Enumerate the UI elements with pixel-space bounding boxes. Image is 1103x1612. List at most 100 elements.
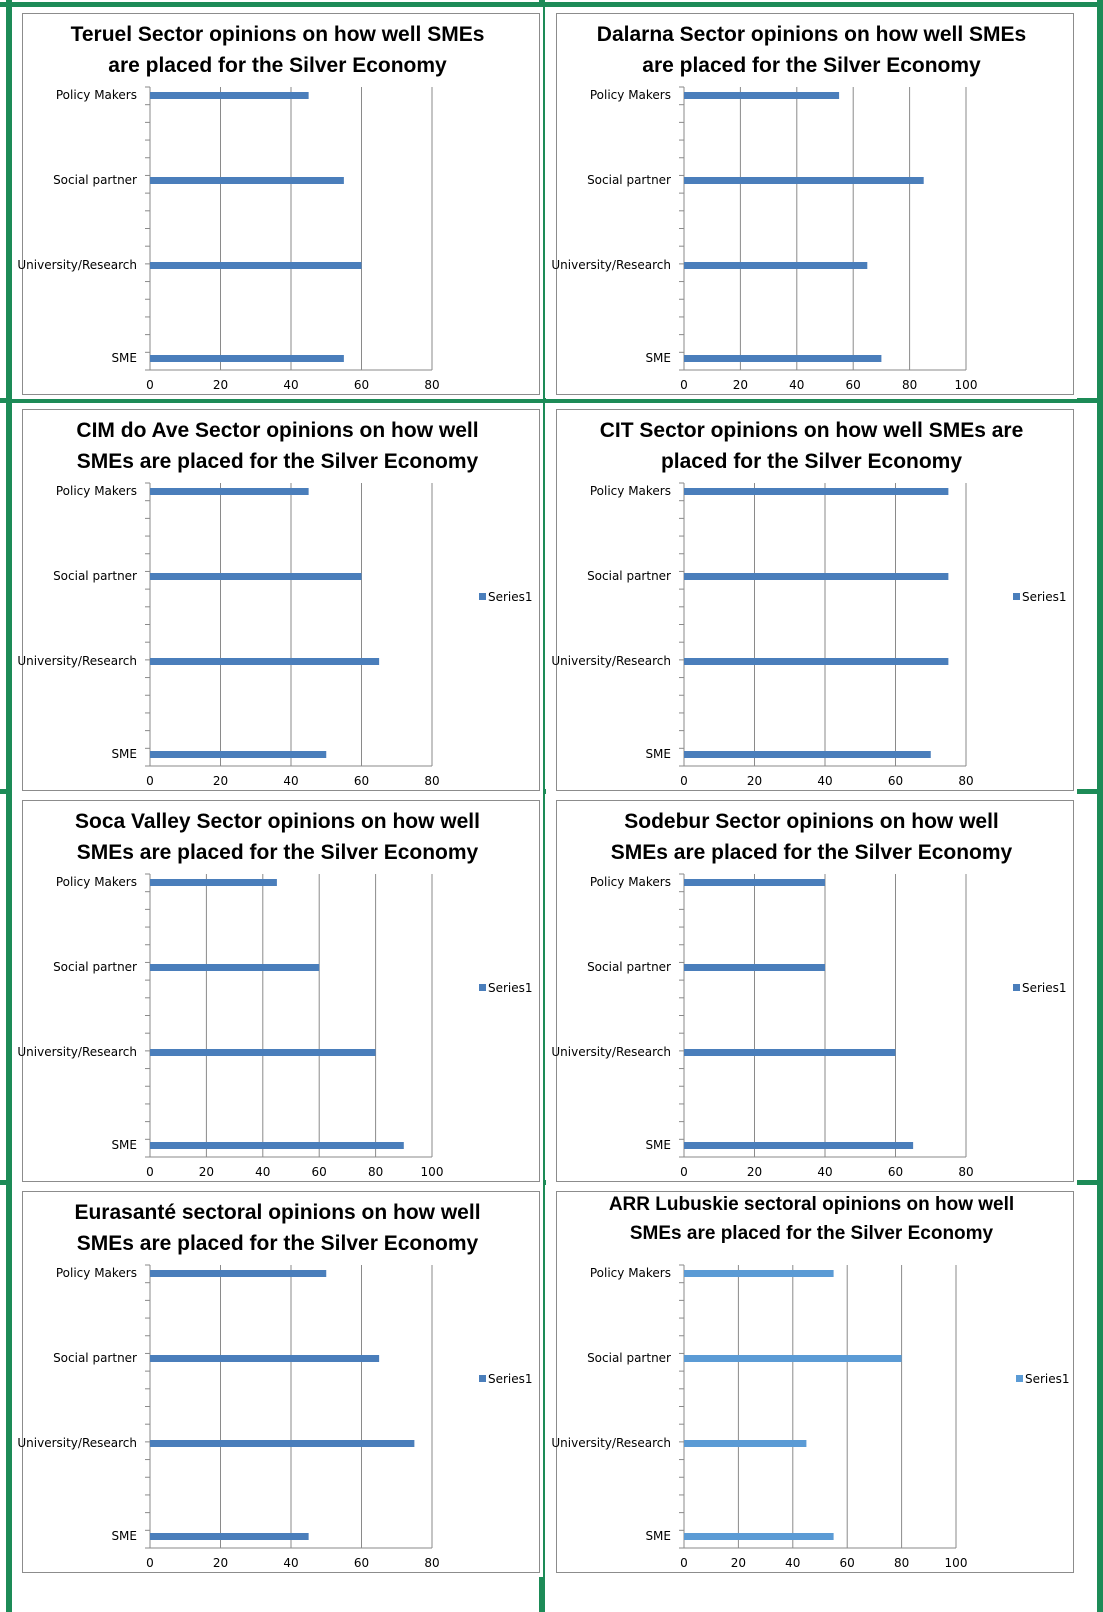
x-tick-label: 0 [680, 1165, 688, 1179]
chart-title-line: CIM do Ave Sector opinions on how well [76, 419, 479, 442]
chart-title: Sodebur Sector opinions on how well SMEs … [546, 806, 1077, 868]
bar [684, 751, 931, 758]
bar [684, 262, 868, 269]
chart-panel: Teruel Sector opinions on how well SMEs a… [12, 7, 543, 399]
bar [684, 177, 924, 184]
chart-area [22, 1191, 540, 1573]
category-label: Policy Makers [56, 1266, 137, 1280]
x-tick-label: 60 [354, 1556, 369, 1570]
x-tick-label: 80 [894, 1556, 909, 1570]
category-label: SME [111, 1138, 137, 1152]
category-label: Policy Makers [56, 875, 137, 889]
x-tick-label: 0 [146, 1165, 154, 1179]
legend-swatch [1013, 984, 1020, 991]
legend-swatch [1016, 1375, 1023, 1382]
chart-area [556, 1191, 1074, 1573]
x-tick-label: 100 [945, 1556, 968, 1570]
category-label: Policy Makers [56, 88, 137, 102]
bar [684, 658, 949, 665]
x-tick-label: 20 [747, 1165, 762, 1179]
legend-label: Series1 [488, 1372, 533, 1386]
x-tick-label: 60 [312, 1165, 327, 1179]
chart-title-line: placed for the Silver Economy [660, 450, 963, 473]
category-label: Social partner [53, 173, 137, 187]
category-label: University/Research [551, 1045, 671, 1059]
legend-swatch [1013, 593, 1020, 600]
chart-title-line: SMEs are placed for the Silver Economy [610, 841, 1013, 864]
x-tick-label: 20 [213, 378, 228, 392]
legend-label: Series1 [488, 590, 533, 604]
bar [150, 879, 277, 886]
category-label: University/Research [17, 1436, 137, 1450]
x-tick-label: 20 [213, 774, 228, 788]
bar-chart-svg: 0 20 40 60 80 100 Policy Makers Social partner U… [551, 86, 977, 392]
legend-swatch [479, 984, 486, 991]
bar [684, 1533, 834, 1540]
legend-label: Series1 [1022, 590, 1067, 604]
x-tick-label: 60 [840, 1556, 855, 1570]
bar-chart-svg: 0 20 40 60 80 Policy Makers Social partner Univ… [17, 1264, 533, 1570]
category-label: University/Research [17, 654, 137, 668]
category-label: Policy Makers [590, 484, 671, 498]
bar [150, 1142, 404, 1149]
legend-label: Series1 [1022, 981, 1067, 995]
chart-panel: Eurasanté sectoral opinions on how well S… [12, 1185, 543, 1577]
chart-title-line: SMEs are placed for the Silver Economy [76, 450, 479, 473]
chart-title: CIM do Ave Sector opinions on how well SM… [12, 415, 543, 477]
chart-title-line: Dalarna Sector opinions on how well SMEs [596, 23, 1027, 46]
category-label: SME [111, 1529, 137, 1543]
x-tick-label: 60 [354, 774, 369, 788]
grid-divider [0, 2, 1103, 7]
bar-chart-svg: 0 20 40 60 80 Policy Makers Social partner Univ… [17, 482, 533, 788]
chart-title: Dalarna Sector opinions on how well SMEs… [546, 19, 1077, 81]
x-tick-label: 0 [146, 774, 154, 788]
category-label: Social partner [587, 960, 671, 974]
x-tick-label: 20 [213, 1556, 228, 1570]
chart-panel: ARR Lubuskie sectoral opinions on how we… [546, 1185, 1077, 1577]
bar [684, 964, 825, 971]
x-tick-label: 80 [958, 774, 973, 788]
chart-title-line: Sodebur Sector opinions on how well [624, 810, 999, 833]
x-tick-label: 60 [888, 1165, 903, 1179]
category-label: Social partner [587, 173, 671, 187]
chart-title: Eurasanté sectoral opinions on how well S… [12, 1197, 543, 1259]
bar [684, 1355, 902, 1362]
legend-label: Series1 [1025, 1372, 1070, 1386]
chart-title-line: Teruel Sector opinions on how well SMEs [70, 23, 485, 46]
chart-area [556, 800, 1074, 1182]
x-tick-label: 40 [817, 774, 832, 788]
bar-chart-svg: 0 20 40 60 80 100 Policy Makers Social partner U… [17, 873, 533, 1179]
bar [150, 355, 344, 362]
bar [150, 1049, 376, 1056]
x-tick-label: 0 [680, 774, 688, 788]
category-label: Social partner [53, 1351, 137, 1365]
x-tick-label: 40 [817, 1165, 832, 1179]
x-tick-label: 40 [283, 774, 298, 788]
x-tick-label: 80 [958, 1165, 973, 1179]
legend-swatch [479, 1375, 486, 1382]
bar [150, 751, 327, 758]
category-label: SME [645, 1529, 671, 1543]
x-tick-label: 0 [680, 1556, 688, 1570]
x-tick-label: 0 [146, 1556, 154, 1570]
x-tick-label: 60 [354, 378, 369, 392]
bar [150, 177, 344, 184]
chart-panel: Soca Valley Sector opinions on how well S… [12, 794, 543, 1186]
category-label: SME [111, 351, 137, 365]
bar [150, 964, 320, 971]
chart-panel: Dalarna Sector opinions on how well SMEs… [546, 7, 1077, 399]
grid-divider [1097, 0, 1103, 1612]
grid-divider [0, 398, 1103, 403]
category-label: Social partner [587, 1351, 671, 1365]
bar [150, 488, 309, 495]
legend-label: Series1 [488, 981, 533, 995]
x-tick-label: 0 [146, 378, 154, 392]
bar [150, 573, 362, 580]
x-tick-label: 40 [283, 1556, 298, 1570]
chart-title-line: ARR Lubuskie sectoral opinions on how we… [608, 1194, 1015, 1215]
category-label: University/Research [551, 1436, 671, 1450]
x-tick-label: 80 [368, 1165, 383, 1179]
x-tick-label: 0 [680, 378, 688, 392]
chart-title-line: SMEs are placed for the Silver Economy [76, 841, 479, 864]
x-tick-label: 40 [785, 1556, 800, 1570]
